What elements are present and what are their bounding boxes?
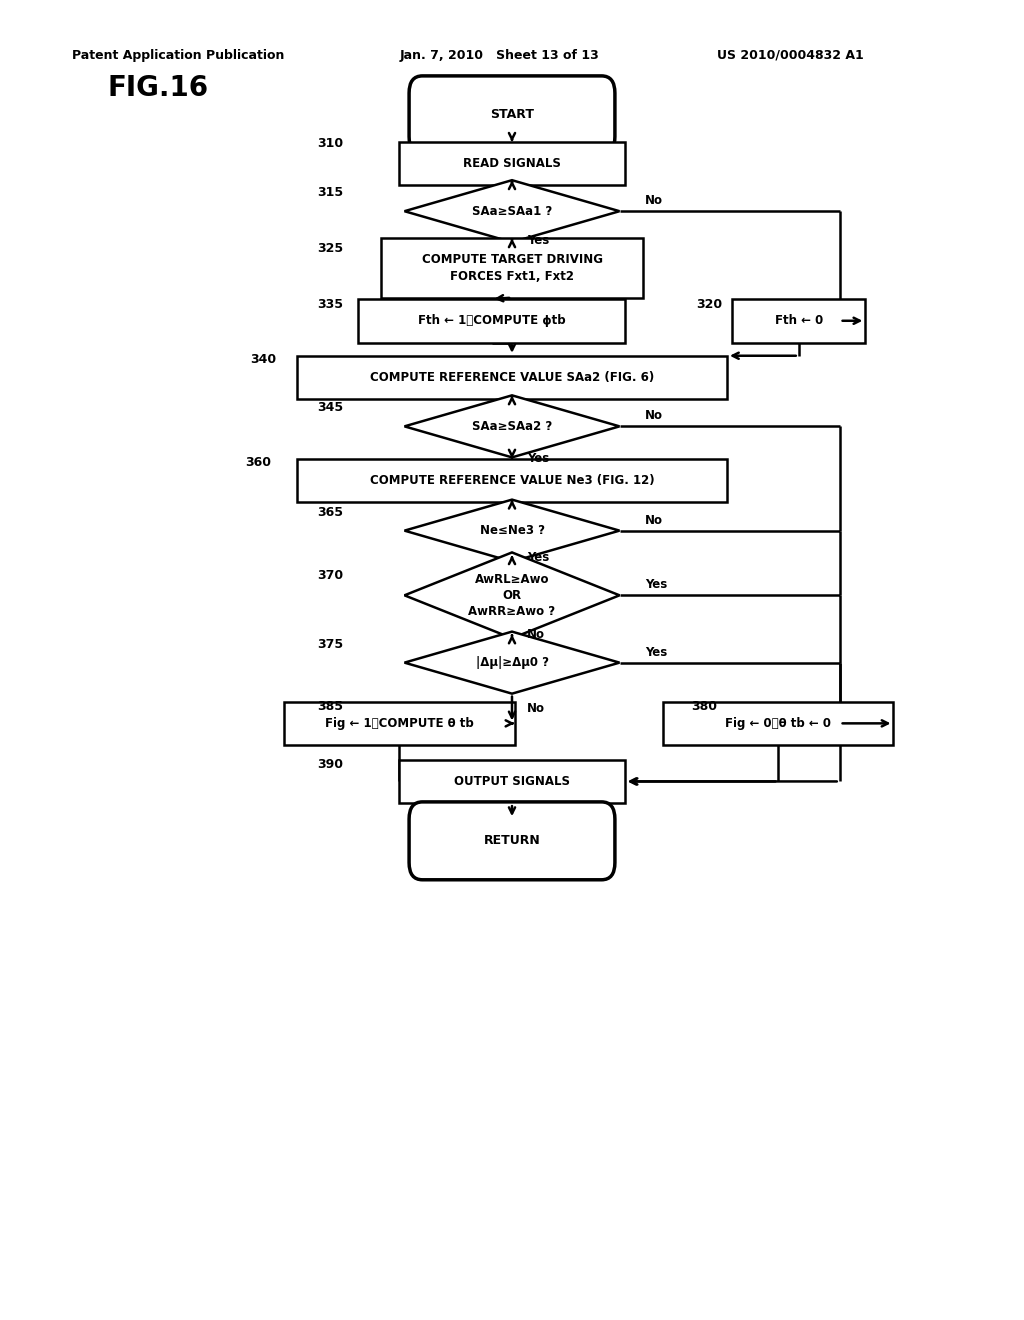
Text: 310: 310 [316, 137, 343, 150]
FancyBboxPatch shape [409, 803, 614, 880]
Bar [297, 355, 727, 399]
Text: No: No [645, 409, 664, 422]
Text: 370: 370 [316, 569, 343, 582]
Text: Yes: Yes [645, 645, 668, 659]
Text: FIG.16: FIG.16 [108, 74, 209, 103]
Text: 340: 340 [250, 352, 276, 366]
Bar [664, 702, 893, 744]
Text: 390: 390 [317, 758, 343, 771]
Text: No: No [645, 194, 664, 207]
Text: Jan. 7, 2010   Sheet 13 of 13: Jan. 7, 2010 Sheet 13 of 13 [399, 49, 599, 62]
Text: Patent Application Publication: Patent Application Publication [72, 49, 284, 62]
Text: US 2010/0004832 A1: US 2010/0004832 A1 [717, 49, 863, 62]
Bar [358, 298, 625, 342]
Text: Yes: Yes [527, 234, 550, 247]
Text: SAa≥SAa2 ?: SAa≥SAa2 ? [472, 420, 552, 433]
Text: 315: 315 [316, 186, 343, 199]
Text: No: No [527, 702, 546, 715]
Text: Fth ← 1，COMPUTE ϕtb: Fth ← 1，COMPUTE ϕtb [418, 314, 565, 327]
Polygon shape [404, 552, 620, 638]
Text: RETURN: RETURN [483, 834, 541, 847]
Polygon shape [404, 632, 620, 694]
Text: COMPUTE TARGET DRIVING
FORCES Fxt1, Fxt2: COMPUTE TARGET DRIVING FORCES Fxt1, Fxt2 [422, 253, 602, 282]
Text: Ne≤Ne3 ?: Ne≤Ne3 ? [479, 524, 545, 537]
Text: No: No [527, 628, 546, 642]
Polygon shape [404, 396, 620, 457]
Text: SAa≥SAa1 ?: SAa≥SAa1 ? [472, 205, 552, 218]
Bar [399, 759, 625, 803]
Text: 380: 380 [691, 700, 717, 713]
Text: No: No [645, 513, 664, 527]
Text: Fig ← 0，θ tb ← 0: Fig ← 0，θ tb ← 0 [725, 717, 831, 730]
Text: Yes: Yes [527, 550, 550, 564]
Bar [285, 702, 515, 744]
Text: 360: 360 [246, 455, 271, 469]
Text: 375: 375 [316, 638, 343, 651]
Text: |Δμ|≥Δμ0 ?: |Δμ|≥Δμ0 ? [475, 656, 549, 669]
Text: 320: 320 [695, 298, 722, 312]
Bar [732, 298, 865, 342]
Text: COMPUTE REFERENCE VALUE SAa2 (FIG. 6): COMPUTE REFERENCE VALUE SAa2 (FIG. 6) [370, 371, 654, 384]
Polygon shape [404, 500, 620, 562]
Bar [399, 143, 625, 186]
Text: START: START [490, 108, 534, 121]
Text: AwRL≥Awo
OR
AwRR≥Awo ?: AwRL≥Awo OR AwRR≥Awo ? [468, 573, 556, 618]
Polygon shape [404, 181, 620, 243]
FancyBboxPatch shape [409, 75, 614, 153]
Text: 335: 335 [317, 298, 343, 312]
Text: READ SIGNALS: READ SIGNALS [463, 157, 561, 170]
Text: Yes: Yes [527, 451, 550, 465]
Text: Yes: Yes [645, 578, 668, 591]
Text: OUTPUT SIGNALS: OUTPUT SIGNALS [454, 775, 570, 788]
Text: COMPUTE REFERENCE VALUE Ne3 (FIG. 12): COMPUTE REFERENCE VALUE Ne3 (FIG. 12) [370, 474, 654, 487]
Text: 365: 365 [317, 506, 343, 519]
Text: 325: 325 [316, 242, 343, 255]
Text: 345: 345 [316, 401, 343, 414]
Text: 385: 385 [317, 700, 343, 713]
Text: Fig ← 1，COMPUTE θ tb: Fig ← 1，COMPUTE θ tb [325, 717, 474, 730]
Bar [381, 238, 643, 297]
Text: Fth ← 0: Fth ← 0 [774, 314, 823, 327]
Bar [297, 458, 727, 502]
